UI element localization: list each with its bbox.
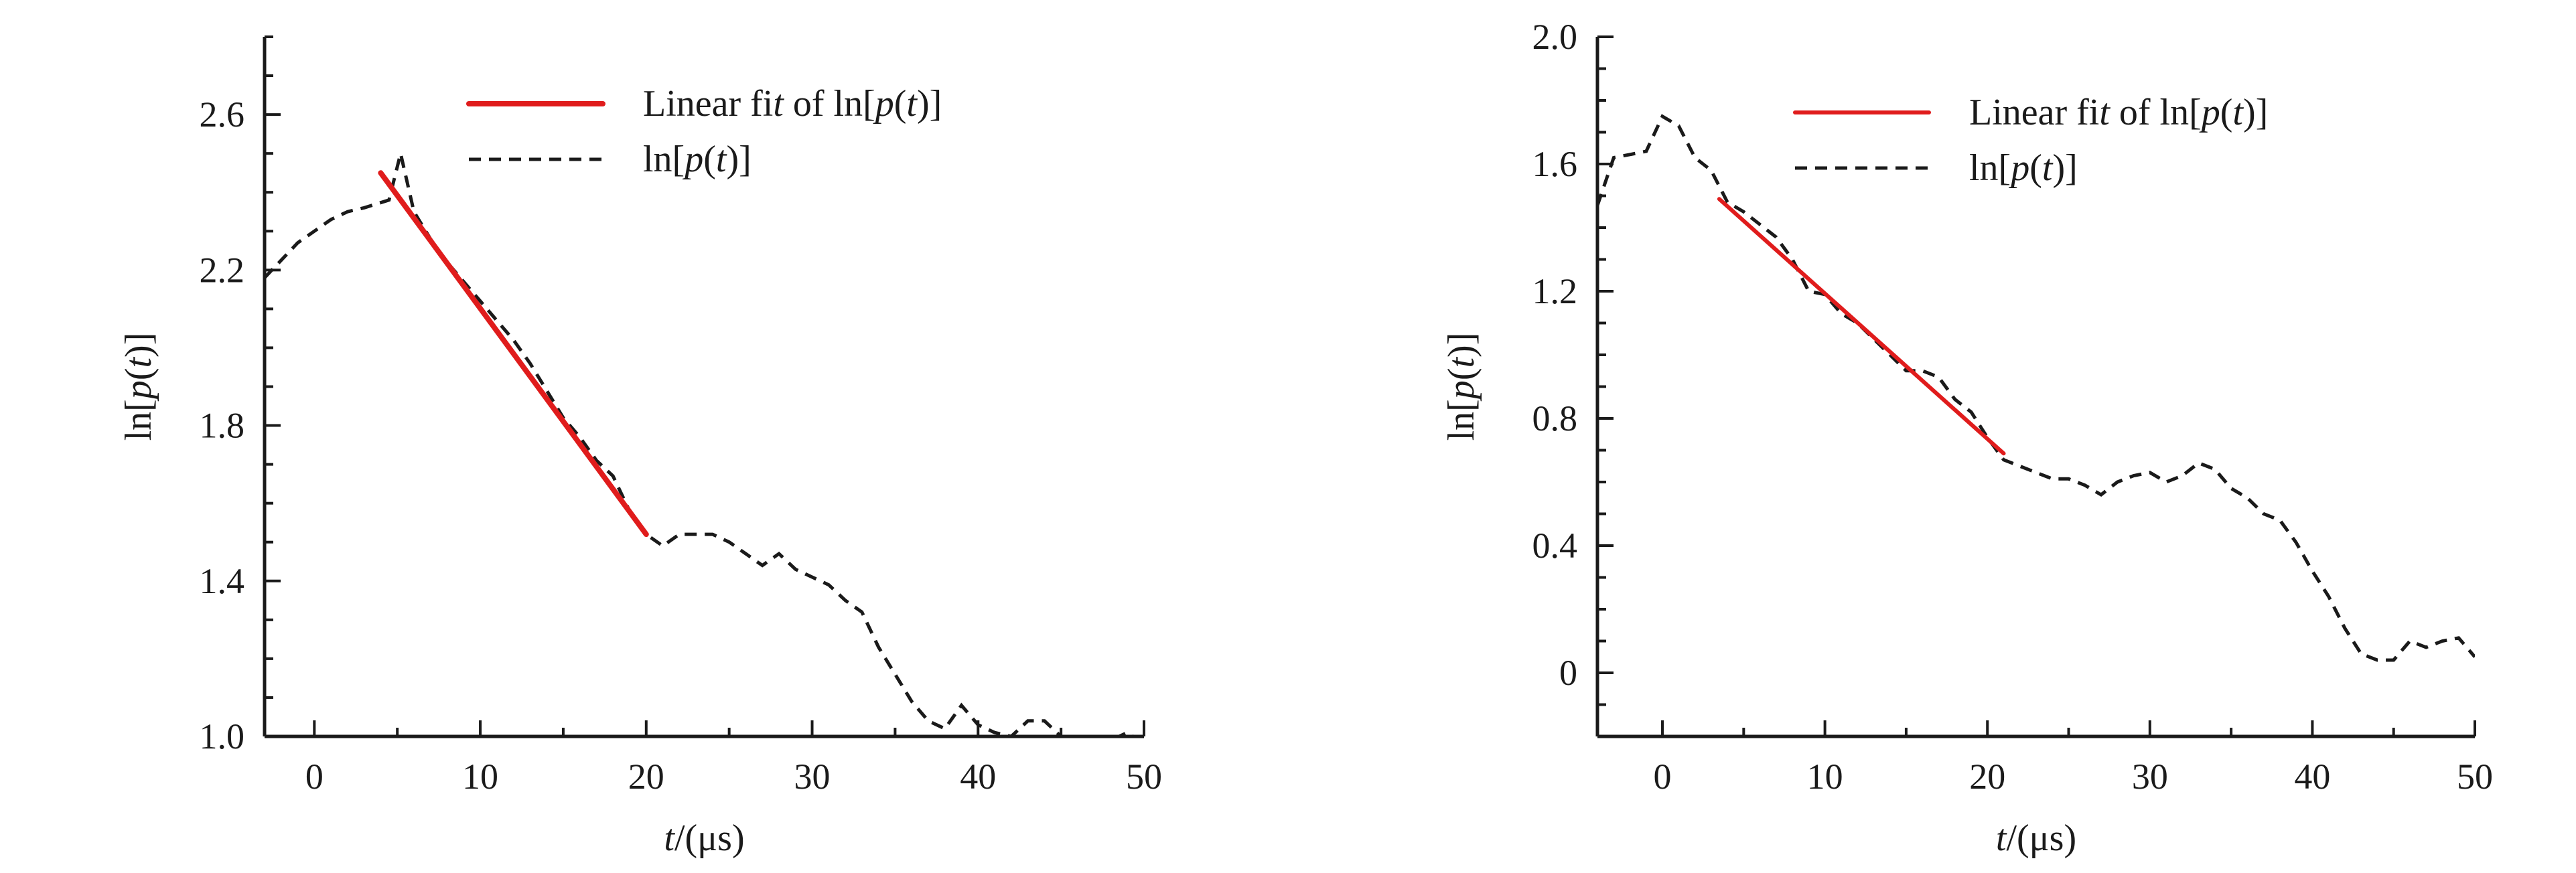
x-tick-label: 0 — [305, 757, 324, 797]
x-axis-title: t/(μs) — [664, 817, 744, 859]
y-tick-label: 1.4 — [200, 561, 245, 601]
y-tick-label: 0 — [1559, 653, 1577, 693]
y-tick-label: 2.2 — [200, 250, 245, 290]
right-chart-panel: 0 10 20 30 40 50 0 0.4 0.8 1.2 1.6 2.0 t/(μs) ln[p(t)… — [1441, 17, 2493, 859]
y-tick-label: 1.8 — [200, 406, 245, 446]
linear-fit-line — [1717, 197, 2006, 456]
y-tick-label: 2.0 — [1532, 17, 1578, 57]
y-tick-label: 1.2 — [1532, 271, 1578, 311]
y-tick-label: 0.8 — [1532, 398, 1578, 439]
x-tick-label: 40 — [960, 757, 996, 797]
x-tick-label: 10 — [1807, 757, 1843, 797]
legend-label: ln[p(t)] — [643, 139, 752, 180]
y-axis-title: ln[p(t)] — [1441, 333, 1482, 441]
x-tick-label: 20 — [1969, 757, 2005, 797]
ln-p-t-data-line — [1597, 114, 2475, 662]
x-tick-label: 30 — [2132, 757, 2168, 797]
x-axis-title: t/(μs) — [1996, 817, 2076, 859]
y-tick-label: 1.6 — [1532, 144, 1578, 184]
x-tick-label: 50 — [1126, 757, 1162, 797]
x-tick-label: 50 — [2457, 757, 2493, 797]
x-tick-label: 40 — [2294, 757, 2330, 797]
left-chart-panel: 0 10 20 30 40 50 1.0 1.4 1.8 2.2 2.6 t/(μs) ln[p(t)]… — [118, 35, 1162, 859]
y-tick-label: 2.6 — [200, 94, 245, 135]
legend: Linear fit of ln[p(t)] ln[p(t)] — [466, 83, 942, 180]
x-tick-label: 20 — [628, 757, 664, 797]
legend: Linear fit of ln[p(t)] ln[p(t)] — [1793, 92, 2268, 189]
legend-label: Linear fit of ln[p(t)] — [643, 83, 942, 125]
ln-p-t-data-line — [265, 153, 1136, 736]
legend-label: Linear fit of ln[p(t)] — [1969, 92, 2268, 133]
y-axis-title: ln[p(t)] — [118, 333, 159, 441]
legend-label: ln[p(t)] — [1969, 147, 2078, 189]
y-tick-label: 0.4 — [1532, 526, 1578, 566]
x-tick-label: 30 — [794, 757, 831, 797]
y-tick-label: 1.0 — [200, 716, 245, 757]
linear-fit-line — [378, 170, 649, 538]
x-tick-label: 10 — [462, 757, 498, 797]
x-tick-label: 0 — [1654, 757, 1672, 797]
